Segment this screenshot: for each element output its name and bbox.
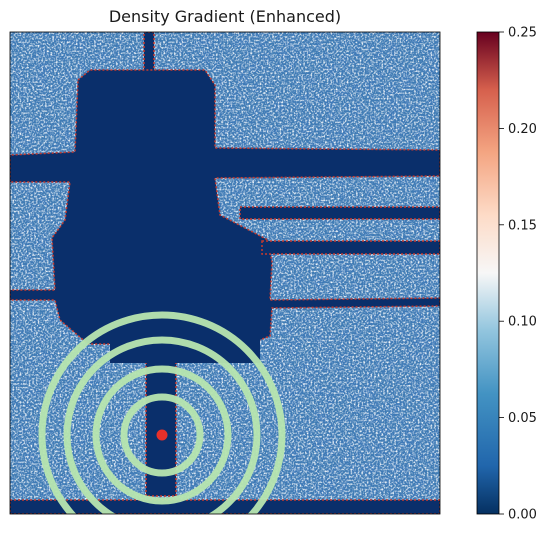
ring-2 (92, 365, 232, 505)
target-marker (156, 429, 168, 441)
colorbar-tick-label: 0.15 (508, 218, 537, 233)
rings (38, 311, 286, 514)
colorbar-tick-label: 0.25 (508, 26, 537, 41)
colorbar-tick-label: 0.10 (508, 315, 537, 330)
region-channel-1 (239, 206, 440, 220)
ring-4 (38, 311, 286, 514)
colorbar: 0.00 0.05 0.10 0.15 0.20 0.25 (476, 26, 537, 523)
colorbar-gradient (477, 32, 499, 514)
colorbar-ticks: 0.00 0.05 0.10 0.15 0.20 0.25 (499, 26, 537, 523)
region-central-mass (10, 69, 440, 345)
ring-1 (120, 393, 204, 477)
colorbar-tick-label: 0.00 (508, 508, 537, 523)
region-channel-2 (261, 240, 440, 255)
colorbar-tick-label: 0.05 (508, 411, 537, 426)
heatmap-plot-area (10, 32, 440, 514)
ring-3 (63, 336, 261, 514)
plot-frame (9, 31, 441, 515)
chart-title: Density Gradient (Enhanced) (109, 7, 341, 26)
colorbar-frame (476, 31, 500, 515)
colorbar-tick-label: 0.20 (508, 122, 537, 137)
region-top-channel (143, 32, 155, 73)
